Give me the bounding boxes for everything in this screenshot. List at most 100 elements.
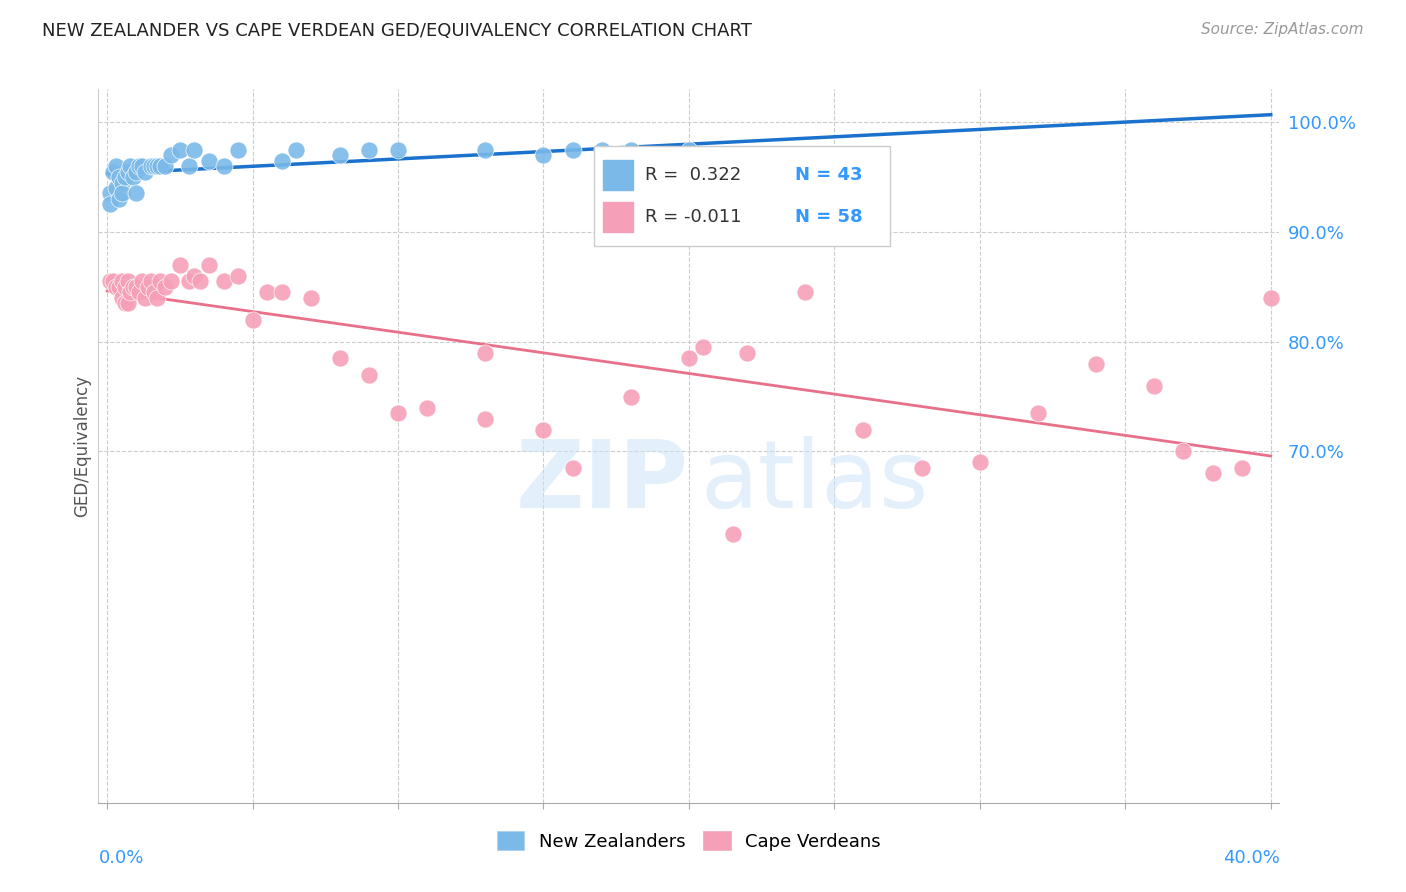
- Text: atlas: atlas: [700, 435, 929, 528]
- Point: [474, 143, 496, 157]
- Point: [142, 285, 165, 300]
- Point: [114, 280, 136, 294]
- Point: [107, 280, 129, 294]
- Point: [270, 285, 292, 300]
- Point: [852, 423, 875, 437]
- Point: [188, 274, 211, 288]
- Legend: New Zealanders, Cape Verdeans: New Zealanders, Cape Verdeans: [491, 824, 887, 858]
- Point: [357, 143, 380, 157]
- Point: [620, 390, 643, 404]
- Point: [270, 153, 292, 168]
- Point: [160, 148, 183, 162]
- Point: [98, 186, 121, 201]
- Point: [256, 285, 278, 300]
- Point: [242, 312, 264, 326]
- Point: [387, 406, 409, 420]
- Point: [735, 345, 758, 359]
- Y-axis label: GED/Equivalency: GED/Equivalency: [73, 375, 91, 517]
- Point: [329, 148, 352, 162]
- Point: [107, 169, 129, 184]
- Point: [117, 164, 139, 178]
- Point: [169, 143, 191, 157]
- Point: [561, 143, 583, 157]
- Text: N = 43: N = 43: [796, 166, 863, 184]
- Point: [561, 461, 583, 475]
- Point: [131, 159, 153, 173]
- Point: [678, 351, 700, 366]
- Point: [533, 423, 555, 437]
- Point: [114, 296, 136, 310]
- Point: [1173, 444, 1195, 458]
- Point: [177, 159, 200, 173]
- Point: [169, 258, 191, 272]
- Point: [678, 143, 700, 157]
- Point: [155, 280, 177, 294]
- Point: [1260, 291, 1282, 305]
- Point: [131, 274, 153, 288]
- Point: [692, 340, 714, 354]
- Point: [721, 526, 744, 541]
- Bar: [603, 161, 633, 190]
- Text: R =  0.322: R = 0.322: [644, 166, 741, 184]
- Point: [122, 169, 145, 184]
- Point: [142, 159, 165, 173]
- Point: [387, 143, 409, 157]
- Bar: [603, 202, 633, 232]
- Point: [111, 176, 134, 190]
- Point: [329, 351, 352, 366]
- Point: [226, 143, 249, 157]
- Text: R = -0.011: R = -0.011: [644, 208, 741, 226]
- Point: [125, 280, 148, 294]
- Point: [1143, 378, 1166, 392]
- Point: [148, 274, 170, 288]
- Point: [125, 186, 148, 201]
- Point: [1201, 467, 1223, 481]
- Point: [111, 274, 134, 288]
- Point: [117, 296, 139, 310]
- Point: [299, 291, 322, 305]
- Point: [111, 186, 134, 201]
- Point: [117, 274, 139, 288]
- Point: [120, 285, 142, 300]
- Point: [474, 345, 496, 359]
- Point: [285, 143, 308, 157]
- Point: [177, 274, 200, 288]
- Point: [357, 368, 380, 382]
- Point: [1230, 461, 1253, 475]
- Point: [104, 280, 127, 294]
- Point: [212, 274, 235, 288]
- Point: [474, 411, 496, 425]
- Point: [114, 169, 136, 184]
- Point: [134, 291, 156, 305]
- Point: [212, 159, 235, 173]
- Point: [735, 148, 758, 162]
- Point: [145, 159, 167, 173]
- Point: [104, 159, 127, 173]
- Point: [198, 153, 221, 168]
- Text: ZIP: ZIP: [516, 435, 689, 528]
- Point: [533, 148, 555, 162]
- Point: [139, 274, 162, 288]
- Point: [226, 268, 249, 283]
- Point: [107, 192, 129, 206]
- Point: [101, 164, 124, 178]
- Point: [620, 143, 643, 157]
- Point: [98, 274, 121, 288]
- Point: [160, 274, 183, 288]
- Text: Source: ZipAtlas.com: Source: ZipAtlas.com: [1201, 22, 1364, 37]
- Point: [1085, 357, 1108, 371]
- Point: [122, 280, 145, 294]
- Point: [911, 461, 934, 475]
- Point: [1026, 406, 1049, 420]
- Text: NEW ZEALANDER VS CAPE VERDEAN GED/EQUIVALENCY CORRELATION CHART: NEW ZEALANDER VS CAPE VERDEAN GED/EQUIVA…: [42, 22, 752, 40]
- Text: N = 58: N = 58: [796, 208, 863, 226]
- Point: [148, 159, 170, 173]
- Point: [101, 274, 124, 288]
- FancyBboxPatch shape: [595, 146, 890, 246]
- Point: [183, 143, 205, 157]
- Text: 0.0%: 0.0%: [98, 849, 143, 867]
- Point: [125, 164, 148, 178]
- Point: [120, 159, 142, 173]
- Point: [794, 285, 817, 300]
- Point: [198, 258, 221, 272]
